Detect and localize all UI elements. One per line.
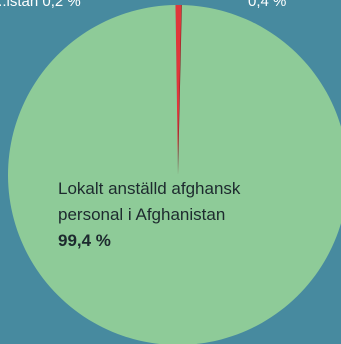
pie-slice-main: [8, 5, 341, 344]
slice-label-line-2: personal i Afghanistan: [58, 205, 225, 224]
top-label-right: 0,4 %: [248, 0, 286, 10]
pie-slices: [8, 5, 341, 344]
pie-slice-small: [175, 5, 182, 176]
slice-label-line-1: Lokalt anställd afghansk: [58, 179, 241, 198]
top-label-left: ...istan 0,2 %: [0, 0, 81, 10]
slice-value-label: 99,4 %: [58, 231, 111, 250]
